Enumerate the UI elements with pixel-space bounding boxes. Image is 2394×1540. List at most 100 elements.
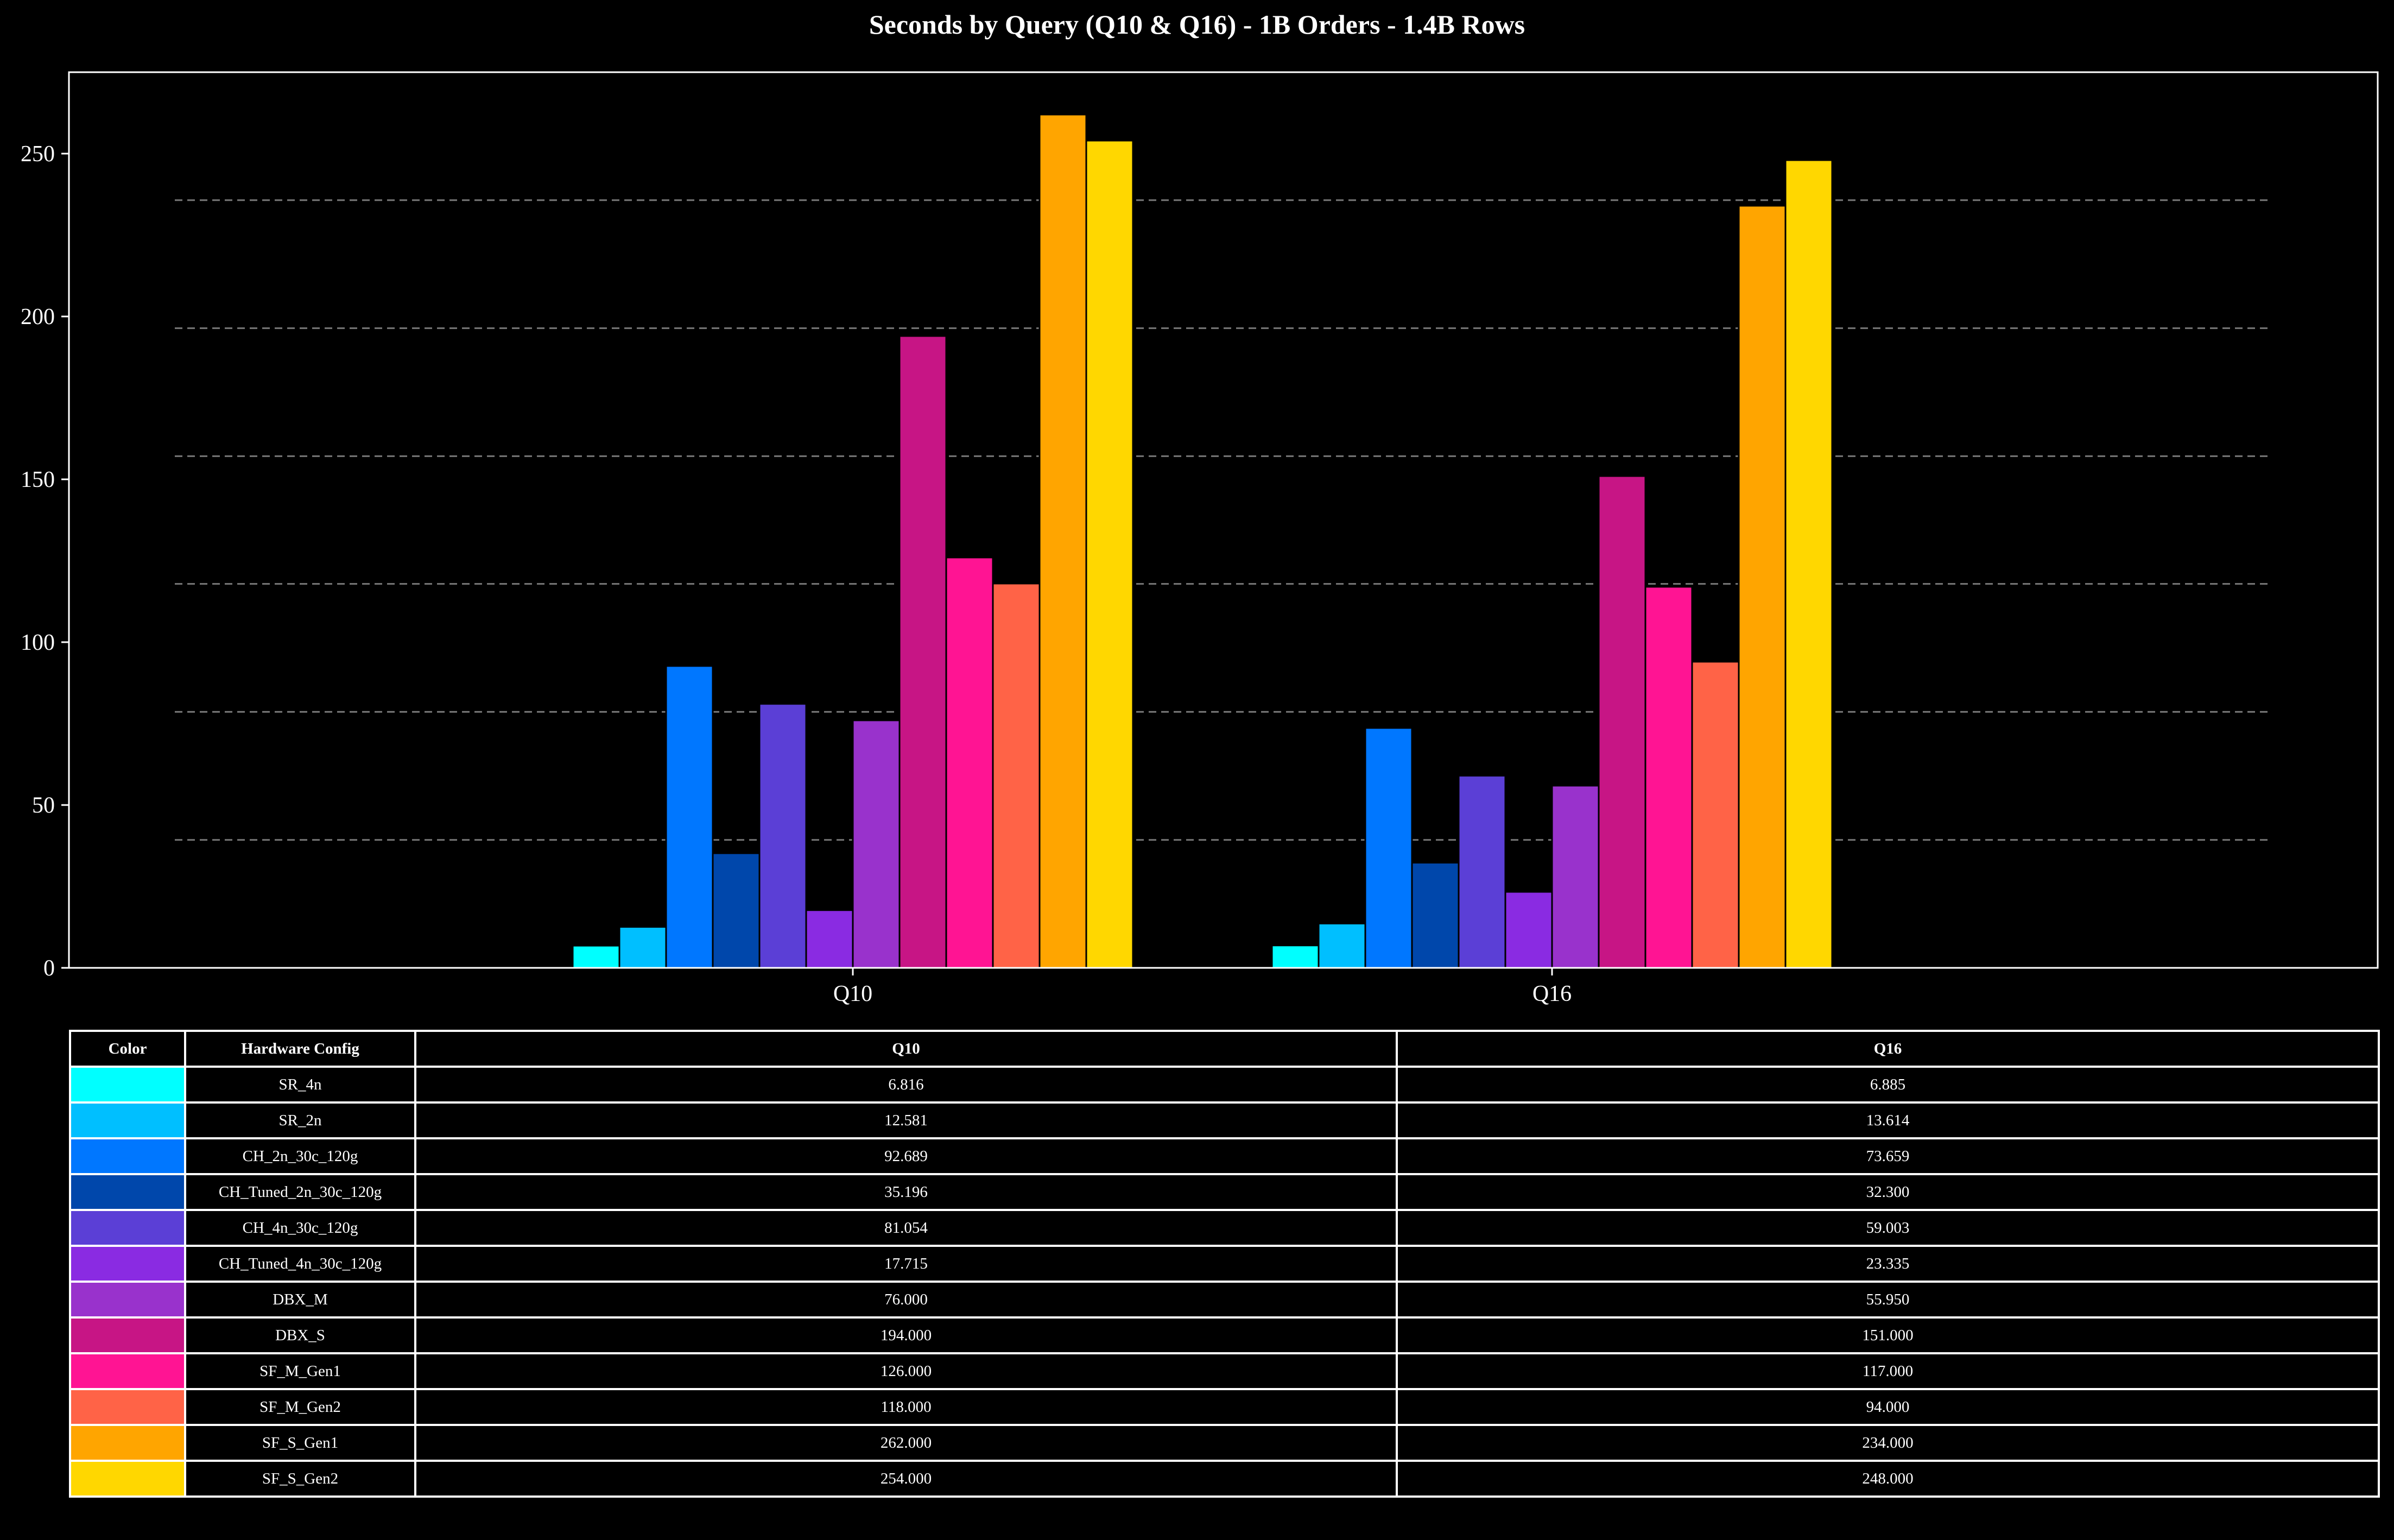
color-swatch	[69, 1352, 186, 1390]
bar-q10-sf-m-gen1	[945, 556, 994, 969]
color-swatch	[69, 1173, 186, 1211]
bar-q10-dbx-m	[852, 719, 901, 969]
q10-value-cell: 262.000	[414, 1424, 1398, 1462]
table-row: DBX_S 194.000 151.000	[69, 1316, 2380, 1354]
hardware-config-cell: SR_2n	[184, 1101, 416, 1139]
color-swatch	[69, 1316, 186, 1354]
plot-frame	[68, 71, 2379, 969]
bar-q16-ch-tuned-2n-30c-120g	[1411, 861, 1460, 969]
q16-value-cell: 59.003	[1396, 1209, 2380, 1247]
table-row: SF_M_Gen1 126.000 117.000	[69, 1352, 2380, 1390]
q16-value-cell: 13.614	[1396, 1101, 2380, 1139]
color-swatch	[69, 1388, 186, 1426]
y-tick-label: 150	[21, 467, 55, 492]
color-swatch	[69, 1137, 186, 1175]
color-swatch	[69, 1209, 186, 1247]
q16-value-cell: 117.000	[1396, 1352, 2380, 1390]
color-swatch	[69, 1066, 186, 1104]
q10-value-cell: 118.000	[414, 1388, 1398, 1426]
y-tick-label: 50	[32, 793, 55, 818]
bar-q10-sr-4n	[572, 945, 620, 969]
bar-q10-sr-2n	[618, 926, 667, 969]
q16-value-cell: 73.659	[1396, 1137, 2380, 1175]
bar-q16-sf-s-gen1	[1738, 205, 1787, 969]
hardware-config-cell: DBX_S	[184, 1316, 416, 1354]
hardware-config-cell: SR_4n	[184, 1066, 416, 1104]
y-tick-label: 100	[21, 630, 55, 655]
bar-q16-dbx-s	[1598, 475, 1646, 969]
bar-q16-ch-tuned-4n-30c-120g	[1504, 891, 1553, 969]
color-swatch	[69, 1424, 186, 1462]
table-row: SF_S_Gen1 262.000 234.000	[69, 1424, 2380, 1462]
q16-value-cell: 6.885	[1396, 1066, 2380, 1104]
table-row: DBX_M 76.000 55.950	[69, 1281, 2380, 1319]
hardware-config-cell: DBX_M	[184, 1281, 416, 1319]
bar-chart: Seconds by Query (Q10 & Q16) - 1B Orders…	[21, 9, 2379, 1006]
table-header-row: Color Hardware Config Q10 Q16	[69, 1030, 2380, 1068]
bar-q10-ch-tuned-2n-30c-120g	[712, 852, 761, 969]
table-row: CH_4n_30c_120g 81.054 59.003	[69, 1209, 2380, 1247]
hardware-config-cell: CH_4n_30c_120g	[184, 1209, 416, 1247]
color-swatch	[69, 1281, 186, 1319]
bars	[572, 113, 1833, 969]
hardware-config-cell: SF_M_Gen1	[184, 1352, 416, 1390]
q16-value-cell: 55.950	[1396, 1281, 2380, 1319]
hardware-config-cell: CH_Tuned_2n_30c_120g	[184, 1173, 416, 1211]
color-swatch	[69, 1460, 186, 1498]
q16-value-cell: 32.300	[1396, 1173, 2380, 1211]
hardware-config-cell: CH_2n_30c_120g	[184, 1137, 416, 1175]
y-tick-label: 250	[21, 142, 55, 167]
legend-table: Color Hardware Config Q10 Q16 SR_4n 6.816…	[69, 1030, 2380, 1498]
bar-q10-sf-m-gen2	[992, 582, 1041, 969]
bar-q10-sf-s-gen1	[1038, 113, 1087, 969]
q10-value-cell: 92.689	[414, 1137, 1398, 1175]
bar-q16-sf-m-gen1	[1644, 586, 1693, 969]
header-q10: Q10	[414, 1030, 1398, 1068]
table-row: SF_M_Gen2 118.000 94.000	[69, 1388, 2380, 1426]
q10-value-cell: 81.054	[414, 1209, 1398, 1247]
hardware-config-cell: SF_S_Gen1	[184, 1424, 416, 1462]
q10-value-cell: 17.715	[414, 1245, 1398, 1283]
q10-value-cell: 76.000	[414, 1281, 1398, 1319]
header-hardware-config: Hardware Config	[184, 1030, 416, 1068]
header-color: Color	[69, 1030, 186, 1068]
hardware-config-cell: SF_S_Gen2	[184, 1460, 416, 1498]
q10-value-cell: 12.581	[414, 1101, 1398, 1139]
x-axis: Q10 Q16	[833, 968, 1572, 1006]
bar-q10-ch-tuned-4n-30c-120g	[805, 909, 854, 969]
table-body: SR_4n 6.816 6.885 SR_2n 12.581 13.614 CH_2n_30…	[69, 1066, 2380, 1498]
bar-q10-ch-4n-30c-120g	[758, 703, 807, 969]
q16-value-cell: 94.000	[1396, 1388, 2380, 1426]
bar-q16-sf-m-gen2	[1691, 661, 1740, 969]
bar-q10-dbx-s	[898, 335, 947, 969]
q16-value-cell: 234.000	[1396, 1424, 2380, 1462]
bar-q16-dbx-m	[1551, 784, 1600, 969]
x-tick-label: Q10	[833, 981, 872, 1006]
q10-value-cell: 6.816	[414, 1066, 1398, 1104]
grid-lines	[175, 199, 2272, 841]
q10-value-cell: 35.196	[414, 1173, 1398, 1211]
q10-value-cell: 126.000	[414, 1352, 1398, 1390]
bar-q16-sf-s-gen2	[1784, 159, 1833, 969]
chart-title: Seconds by Query (Q10 & Q16) - 1B Orders…	[869, 9, 1525, 40]
table-row: CH_2n_30c_120g 92.689 73.659	[69, 1137, 2380, 1175]
hardware-config-cell: CH_Tuned_4n_30c_120g	[184, 1245, 416, 1283]
color-swatch	[69, 1245, 186, 1283]
bar-q10-ch-2n-30c-120g	[665, 665, 714, 969]
x-tick-label: Q16	[1532, 981, 1572, 1006]
q16-value-cell: 151.000	[1396, 1316, 2380, 1354]
y-tick-label: 200	[21, 305, 55, 329]
color-swatch	[69, 1101, 186, 1139]
q10-value-cell: 254.000	[414, 1460, 1398, 1498]
bar-q16-ch-4n-30c-120g	[1458, 775, 1506, 969]
q16-value-cell: 248.000	[1396, 1460, 2380, 1498]
bar-q16-sr-4n	[1271, 945, 1320, 969]
table-row: CH_Tuned_2n_30c_120g 35.196 32.300	[69, 1173, 2380, 1211]
y-tick-label: 0	[43, 956, 55, 981]
bar-q16-ch-2n-30c-120g	[1364, 727, 1413, 969]
table-row: SR_2n 12.581 13.614	[69, 1101, 2380, 1139]
table-row: SR_4n 6.816 6.885	[69, 1066, 2380, 1104]
table-row: SF_S_Gen2 254.000 248.000	[69, 1460, 2380, 1498]
bar-q10-sf-s-gen2	[1085, 140, 1134, 969]
header-q16: Q16	[1396, 1030, 2380, 1068]
